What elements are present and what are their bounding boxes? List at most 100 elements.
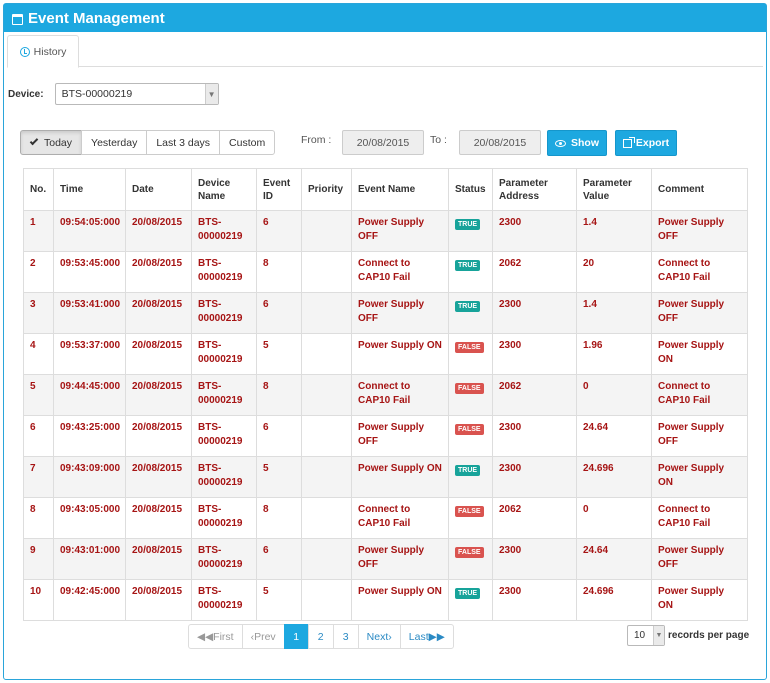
table-row[interactable]: 5 09:44:45:000 20/08/2015 BTS-00000219 8 Conn… [23,374,748,416]
table-row[interactable]: 3 09:53:41:000 20/08/2015 BTS-00000219 6 Powe… [23,292,748,334]
export-button[interactable]: Export [615,130,677,156]
next-page-label: Next [366,630,389,643]
column-header-parameter-address[interactable]: Parameter Address [492,168,577,211]
cell-parameter-value: 24.696 [576,456,652,498]
event-history-table: No. Time Date Device Name Event ID Prior… [23,168,748,621]
records-per-page-value: 10 [634,630,646,641]
export-icon [622,136,635,148]
page-3-label: 3 [342,630,349,643]
cell-time: 09:43:01:000 [53,538,126,580]
cell-parameter-address: 2300 [492,333,577,375]
cell-time: 09:53:37:000 [53,333,126,375]
page-3-button[interactable]: 3 [332,624,359,649]
table-row[interactable]: 10 09:42:45:000 20/08/2015 BTS-00000219 5 Pow… [23,579,748,621]
cell-status: TRUE [448,210,493,252]
table-row[interactable]: 2 09:53:45:000 20/08/2015 BTS-00000219 8 Conn… [23,251,748,293]
column-header-event-name[interactable]: Event Name [351,168,449,211]
table-row[interactable]: 6 09:43:25:000 20/08/2015 BTS-00000219 6 Powe… [23,415,748,457]
device-select[interactable]: BTS-00000219 ▼ [54,83,219,105]
table-row[interactable]: 8 09:43:05:000 20/08/2015 BTS-00000219 8 Conn… [23,497,748,539]
page-1-button[interactable]: 1 [283,624,309,649]
table-row[interactable]: 1 09:54:05:000 20/08/2015 BTS-00000219 6 Powe… [23,210,748,252]
cell-comment: Connect to CAP10 Fail [651,374,748,416]
status-badge: TRUE [455,301,481,312]
to-date-field[interactable]: 20/08/2015 [459,130,541,155]
cell-event-name: Power Supply OFF [351,210,449,252]
tab-history[interactable]: History [7,35,79,68]
cell-no: 3 [23,292,54,334]
cell-priority [301,415,352,457]
status-badge: FALSE [455,506,484,517]
column-header-time[interactable]: Time [53,168,126,211]
cell-device-name: BTS-00000219 [191,374,257,416]
to-date-value: 20/08/2015 [473,136,527,149]
cell-comment: Connect to CAP10 Fail [651,251,748,293]
check-icon [29,136,39,146]
yesterday-button[interactable]: Yesterday [81,130,148,155]
table-row[interactable]: 4 09:53:37:000 20/08/2015 BTS-00000219 5 Powe… [23,333,748,375]
cell-status: TRUE [448,251,493,293]
column-header-date[interactable]: Date [125,168,192,211]
panel-title: Event Management [28,9,165,27]
cell-parameter-address: 2300 [492,292,577,334]
status-badge: FALSE [455,342,484,353]
cell-priority [301,333,352,375]
prev-page-button[interactable]: ‹ Prev [241,624,285,649]
records-per-page-select[interactable]: 10 ▼ [627,625,665,646]
status-badge: FALSE [455,547,484,558]
column-header-comment[interactable]: Comment [651,168,748,211]
cell-event-id: 5 [256,456,302,498]
custom-button[interactable]: Custom [219,130,276,155]
cell-no: 9 [23,538,54,580]
cell-parameter-value: 1.96 [576,333,652,375]
page-2-button[interactable]: 2 [307,624,334,649]
cell-priority [301,497,352,539]
double-chevron-right-icon: ▶▶ [428,630,445,643]
column-header-device-name[interactable]: Device Name [191,168,257,211]
tab-bar: History [7,35,763,68]
today-button[interactable]: Today [20,130,83,155]
yesterday-button-label: Yesterday [91,136,138,149]
cell-time: 09:53:41:000 [53,292,126,334]
last-page-button[interactable]: Last ▶▶ [399,624,454,649]
last-page-label: Last [408,630,429,643]
last-3-days-button[interactable]: Last 3 days [146,130,221,155]
status-badge: TRUE [455,465,481,476]
cell-date: 20/08/2015 [125,292,192,334]
eye-icon [555,139,566,147]
column-header-event-id[interactable]: Event ID [256,168,302,211]
cell-device-name: BTS-00000219 [191,210,257,252]
cell-priority [301,538,352,580]
cell-comment: Power Supply OFF [651,292,748,334]
cell-event-name: Power Supply OFF [351,538,449,580]
column-header-priority[interactable]: Priority [301,168,352,211]
column-header-status[interactable]: Status [448,168,493,211]
cell-parameter-address: 2300 [492,456,577,498]
cell-time: 09:43:09:000 [53,456,126,498]
export-button-label: Export [635,137,670,149]
next-page-button[interactable]: Next › [357,624,401,649]
cell-time: 09:43:25:000 [53,415,126,457]
records-per-page-label: records per page [668,630,750,641]
cell-status: TRUE [448,456,493,498]
cell-no: 7 [23,456,54,498]
table-row[interactable]: 9 09:43:01:000 20/08/2015 BTS-00000219 6 Powe… [23,538,748,580]
cell-parameter-value: 0 [576,497,652,539]
cell-event-id: 8 [256,497,302,539]
first-page-button[interactable]: ◀◀ First [188,624,243,649]
table-row[interactable]: 7 09:43:09:000 20/08/2015 BTS-00000219 5 Powe… [23,456,748,498]
pagination: ◀◀ First ‹ Prev 1 2 3 Next › Last ▶▶ [188,624,454,649]
cell-device-name: BTS-00000219 [191,251,257,293]
column-header-no[interactable]: No. [23,168,54,211]
from-date-field[interactable]: 20/08/2015 [342,130,424,155]
cell-parameter-value: 20 [576,251,652,293]
cell-parameter-value: 1.4 [576,292,652,334]
cell-priority [301,292,352,334]
column-header-parameter-value[interactable]: Parameter Value [576,168,652,211]
cell-comment: Power Supply OFF [651,415,748,457]
cell-comment: Connect to CAP10 Fail [651,497,748,539]
cell-device-name: BTS-00000219 [191,538,257,580]
cell-no: 6 [23,415,54,457]
show-button[interactable]: Show [547,130,607,156]
status-badge: FALSE [455,424,484,435]
